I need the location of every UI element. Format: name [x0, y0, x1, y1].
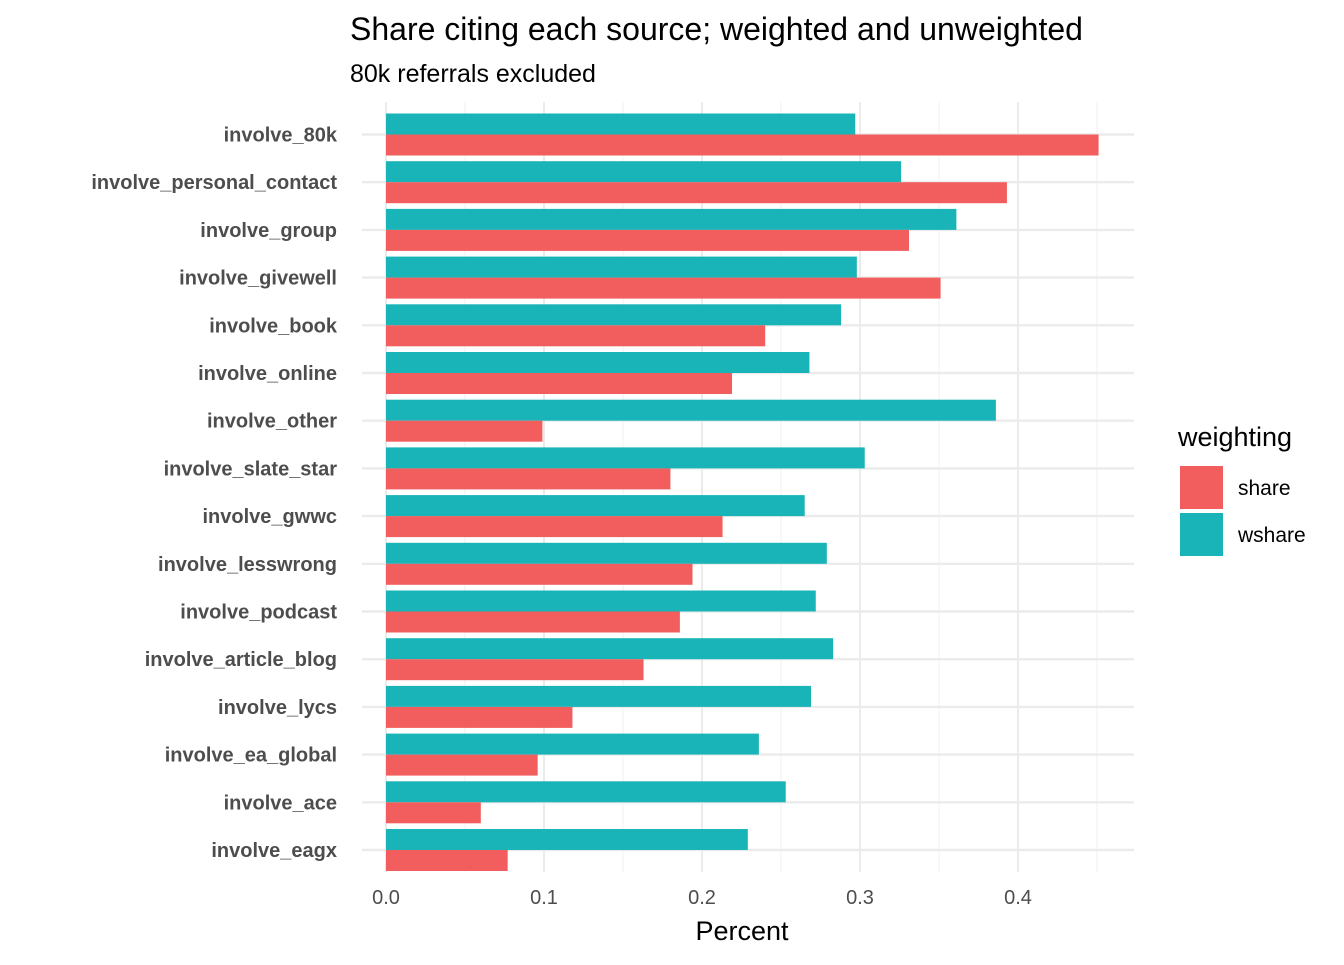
- y-tick-label: involve_online: [198, 363, 337, 385]
- y-tick-label: involve_ace: [224, 792, 337, 814]
- y-tick-label: involve_podcast: [180, 602, 337, 624]
- bar-wshare-involve_80k: [386, 113, 856, 135]
- legend-key-share: [1180, 466, 1223, 509]
- x-tick-label: 0.3: [846, 887, 874, 909]
- bar-share-involve_slate_star: [386, 468, 671, 490]
- bar-share-involve_personal_contact: [386, 182, 1007, 204]
- y-tick-label: involve_group: [200, 220, 337, 242]
- bar-wshare-involve_group: [386, 208, 957, 230]
- bar-wshare-involve_lesswrong: [386, 542, 827, 564]
- y-tick-label: involve_givewell: [179, 268, 337, 290]
- y-tick-label: involve_personal_contact: [91, 172, 337, 194]
- bar-share-involve_article_blog: [386, 659, 644, 681]
- x-tick-label: 0.1: [530, 887, 558, 909]
- bar-share-involve_podcast: [386, 611, 680, 633]
- bar-wshare-involve_givewell: [386, 256, 857, 278]
- bar-share-involve_givewell: [386, 277, 941, 299]
- y-tick-label: involve_lesswrong: [158, 554, 337, 576]
- legend-title: weighting: [1177, 422, 1292, 452]
- bar-share-involve_group: [386, 229, 909, 251]
- bar-share-involve_lesswrong: [386, 563, 693, 585]
- bar-share-involve_book: [386, 325, 766, 347]
- legend-label-wshare: wshare: [1237, 524, 1306, 547]
- y-tick-label: involve_ea_global: [165, 745, 337, 767]
- bar-wshare-involve_eagx: [386, 829, 748, 850]
- y-axis-tick-labels: involve_80k involve_personal_contactinvol…: [91, 125, 338, 863]
- x-axis-label: Percent: [695, 916, 789, 946]
- y-tick-label: involve_article_blog: [145, 649, 337, 671]
- chart-subtitle: 80k referrals excluded: [350, 60, 596, 88]
- y-tick-label: involve_slate_star: [164, 458, 338, 480]
- x-tick-label: 0.4: [1004, 887, 1032, 909]
- y-tick-label: involve_80k: [224, 125, 338, 147]
- legend: weighting share wshare: [1177, 422, 1306, 556]
- bar-share-involve_gwwc: [386, 516, 723, 538]
- bar-wshare-involve_gwwc: [386, 495, 805, 517]
- bar-wshare-involve_ace: [386, 781, 786, 803]
- bar-wshare-involve_article_blog: [386, 638, 834, 660]
- bar-share-involve_ace: [386, 802, 481, 824]
- bar-wshare-involve_podcast: [386, 590, 816, 612]
- bar-wshare-involve_other: [386, 399, 996, 421]
- y-tick-label: involve_gwwc: [203, 506, 338, 528]
- y-tick-label: involve_book: [209, 315, 338, 337]
- bar-share-involve_other: [386, 420, 543, 442]
- bar-wshare-involve_personal_contact: [386, 161, 902, 183]
- x-axis-tick-labels: 0.0 0.1 0.2 0.3 0.4: [372, 887, 1032, 909]
- bar-wshare-involve_online: [386, 352, 810, 373]
- chart-title: Share citing each source; weighted and u…: [350, 11, 1083, 47]
- bar-share-involve_ea_global: [386, 754, 538, 776]
- y-tick-label: involve_eagx: [211, 840, 337, 862]
- legend-label-share: share: [1238, 477, 1291, 500]
- bar-share-involve_80k: [386, 134, 1099, 156]
- bar-wshare-involve_lycs: [386, 685, 812, 707]
- y-tick-label: involve_lycs: [218, 697, 337, 719]
- bar-wshare-involve_slate_star: [386, 447, 865, 469]
- bar-share-involve_online: [386, 373, 733, 394]
- bar-wshare-involve_book: [386, 304, 842, 326]
- x-tick-label: 0.2: [688, 887, 716, 909]
- bars: [386, 113, 1099, 871]
- legend-key-wshare: [1180, 513, 1223, 556]
- x-tick-label: 0.0: [372, 887, 400, 909]
- bar-share-involve_eagx: [386, 850, 508, 871]
- bar-wshare-involve_ea_global: [386, 733, 759, 755]
- bar-share-involve_lycs: [386, 706, 573, 728]
- y-tick-label: involve_other: [207, 411, 337, 433]
